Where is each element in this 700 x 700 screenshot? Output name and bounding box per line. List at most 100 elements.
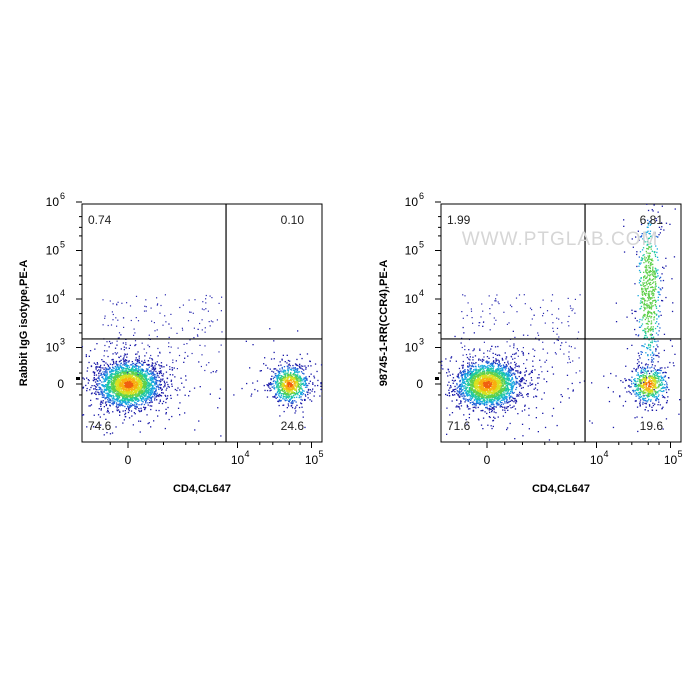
event-dot — [106, 372, 108, 374]
event-dot — [151, 371, 153, 373]
event-dot — [493, 416, 495, 418]
event-dot — [245, 340, 247, 342]
event-dot — [306, 391, 308, 393]
event-dot — [97, 414, 100, 416]
event-dot — [503, 377, 506, 380]
event-dot — [107, 387, 109, 389]
event-dot — [135, 370, 137, 372]
event-dot — [508, 394, 510, 396]
event-dot — [290, 377, 292, 379]
event-dot — [111, 370, 113, 372]
event-dot — [490, 348, 492, 350]
event-dot — [449, 374, 451, 376]
event-dot — [292, 376, 294, 378]
event-dot — [72, 373, 73, 374]
event-dot — [220, 435, 222, 437]
event-dot — [608, 400, 611, 403]
event-dot — [510, 372, 512, 374]
event-dot — [120, 374, 122, 376]
event-dot — [138, 393, 140, 395]
y-axis-title: Rabbit IgG isotype,PE-A — [18, 260, 30, 387]
event-dot — [120, 370, 122, 372]
quadrant-lower-right-value: 24.6 — [281, 419, 305, 433]
event-dot — [482, 399, 484, 401]
event-dot — [495, 358, 497, 360]
event-dot — [295, 386, 297, 388]
plot-frame — [81, 203, 323, 443]
event-dot — [505, 364, 507, 366]
event-dot — [276, 396, 279, 398]
event-dot — [138, 361, 140, 364]
event-dot — [150, 370, 152, 372]
event-dot — [150, 390, 152, 393]
event-dot — [467, 394, 469, 396]
event-dot — [95, 391, 97, 393]
event-dot — [287, 378, 289, 380]
event-dot — [296, 379, 298, 382]
event-dot — [510, 386, 512, 388]
event-dot — [502, 415, 504, 417]
event-dot — [461, 385, 463, 387]
y-zero-tick-block — [76, 377, 80, 380]
event-dot — [482, 401, 484, 403]
event-dot — [467, 378, 469, 381]
event-dot — [94, 426, 97, 428]
event-dot — [79, 381, 80, 382]
event-dot — [93, 374, 96, 376]
event-dot — [151, 378, 153, 380]
event-dot — [107, 365, 110, 367]
event-dot — [271, 383, 273, 385]
event-dot — [142, 398, 145, 400]
event-dot — [151, 387, 153, 389]
event-dot — [497, 416, 499, 418]
event-dot — [116, 405, 118, 407]
event-dot — [117, 404, 119, 406]
event-dot — [296, 368, 298, 370]
event-dot — [468, 392, 470, 394]
event-dot — [146, 379, 148, 382]
event-dot — [282, 395, 284, 397]
event-dot — [162, 375, 164, 377]
event-dot — [158, 395, 160, 398]
event-dot — [503, 394, 505, 396]
event-dot — [146, 370, 148, 372]
event-dot — [466, 379, 468, 381]
event-dot — [125, 385, 127, 388]
event-dot — [504, 409, 506, 411]
event-dot — [158, 364, 160, 366]
event-dot — [282, 386, 284, 388]
event-dot — [462, 379, 465, 381]
event-dot — [500, 368, 502, 370]
event-dot — [466, 356, 469, 359]
event-dot — [502, 409, 504, 411]
event-dot — [119, 411, 121, 413]
event-dot — [120, 383, 122, 385]
event-dot — [126, 368, 128, 370]
event-dot — [505, 381, 507, 384]
event-dot — [134, 394, 136, 396]
event-dot — [284, 373, 286, 376]
event-dot — [467, 381, 470, 383]
event-dot — [130, 405, 132, 407]
event-dot — [151, 405, 153, 407]
event-dot — [152, 371, 154, 374]
event-dot — [303, 398, 306, 401]
event-dot — [164, 394, 166, 397]
event-dot — [108, 385, 110, 388]
event-dot — [135, 344, 137, 346]
event-dot — [132, 369, 135, 371]
event-dot — [147, 373, 149, 375]
event-dot — [486, 366, 488, 369]
event-dot — [113, 391, 115, 393]
event-dot — [137, 359, 139, 361]
event-dot — [279, 384, 282, 386]
event-dot — [471, 391, 473, 393]
event-dot — [476, 397, 478, 399]
event-dot — [485, 406, 487, 409]
event-dot — [104, 389, 107, 391]
event-dot — [141, 393, 144, 395]
event-dot — [293, 367, 295, 369]
event-dot — [112, 360, 115, 363]
event-dot — [124, 410, 126, 412]
event-dot — [116, 387, 118, 390]
